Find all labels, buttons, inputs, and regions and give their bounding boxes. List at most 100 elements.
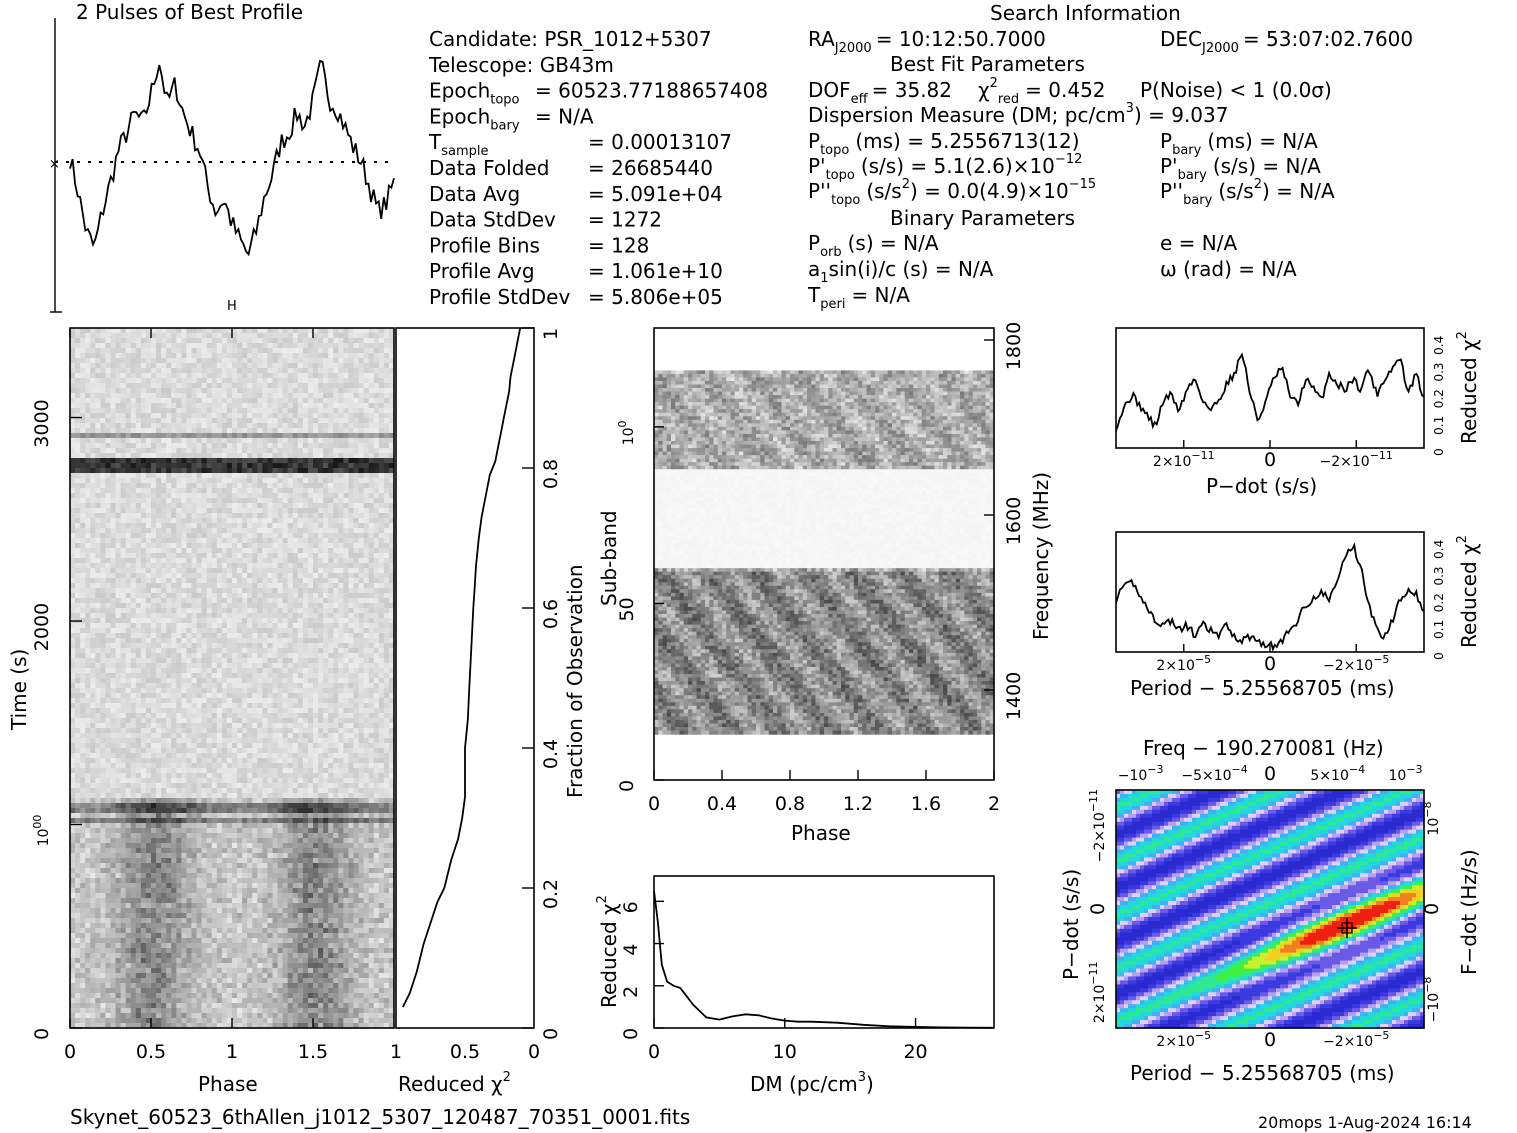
time-phase-cell xyxy=(283,498,289,504)
time-phase-cell xyxy=(293,338,299,344)
time-phase-cell xyxy=(242,693,248,699)
time-phase-cell xyxy=(364,443,370,449)
time-phase-cell xyxy=(222,343,228,349)
time-phase-cell xyxy=(303,448,309,454)
time-phase-cell xyxy=(384,708,390,714)
time-phase-cell xyxy=(273,573,279,579)
time-phase-cell xyxy=(283,408,289,414)
time-phase-cell xyxy=(217,663,223,669)
time-phase-cell xyxy=(166,438,172,444)
time-phase-cell xyxy=(80,328,86,334)
time-phase-cell xyxy=(171,353,177,359)
time-phase-cell xyxy=(242,573,248,579)
time-phase-cell xyxy=(192,673,198,679)
time-phase-cell xyxy=(161,473,167,479)
time-phase-cell xyxy=(176,488,182,494)
time-phase-cell xyxy=(95,523,101,529)
time-phase-cell xyxy=(364,588,370,594)
time-phase-cell xyxy=(338,523,344,529)
time-phase-cell xyxy=(95,708,101,714)
time-phase-cell xyxy=(186,623,192,629)
time-phase-cell xyxy=(222,473,228,479)
time-phase-cell xyxy=(176,528,182,534)
time-phase-cell xyxy=(313,588,319,594)
time-phase-cell xyxy=(197,453,203,459)
time-phase-cell xyxy=(227,383,233,389)
time-phase-cell xyxy=(212,463,218,469)
time-phase-cell xyxy=(364,663,370,669)
time-phase-cell xyxy=(166,418,172,424)
time-phase-cell xyxy=(369,463,375,469)
time-phase-cell xyxy=(95,423,101,429)
time-phase-cell xyxy=(197,533,203,539)
time-phase-cell xyxy=(354,538,360,544)
time-phase-cell xyxy=(348,353,354,359)
time-phase-cell xyxy=(318,443,324,449)
time-phase-cell xyxy=(298,558,304,564)
time-phase-cell xyxy=(267,638,273,644)
time-phase-cell xyxy=(85,513,91,519)
time-phase-cell xyxy=(90,623,96,629)
time-phase-cell xyxy=(379,608,385,614)
time-phase-cell xyxy=(354,468,360,474)
time-phase-cell xyxy=(298,353,304,359)
time-phase-cell xyxy=(369,343,375,349)
time-phase-cell xyxy=(116,453,122,459)
time-phase-cell xyxy=(379,513,385,519)
time-phase-cell xyxy=(298,618,304,624)
time-phase-cell xyxy=(181,473,187,479)
time-phase-cell xyxy=(318,358,324,364)
time-phase-cell xyxy=(207,488,213,494)
time-phase-cell xyxy=(252,593,258,599)
time-phase-cell xyxy=(156,588,162,594)
time-phase-cell xyxy=(161,688,167,694)
time-phase-cell xyxy=(166,448,172,454)
time-phase-cell xyxy=(262,478,268,484)
time-phase-cell xyxy=(217,548,223,554)
time-phase-cell xyxy=(141,478,147,484)
time-phase-cell xyxy=(348,693,354,699)
time-phase-cell xyxy=(186,353,192,359)
time-phase-cell xyxy=(267,458,273,464)
time-phase-cell xyxy=(222,563,228,569)
time-phase-cell xyxy=(242,683,248,689)
time-phase-cell xyxy=(298,393,304,399)
time-phase-cell xyxy=(308,338,314,344)
time-phase-cell xyxy=(202,573,208,579)
time-phase-cell xyxy=(90,628,96,634)
time-phase-cell xyxy=(212,368,218,374)
time-phase-cell xyxy=(156,428,162,434)
time-phase-cell xyxy=(95,653,101,659)
time-phase-cell xyxy=(247,463,253,469)
time-phase-cell xyxy=(146,338,152,344)
time-phase-cell xyxy=(70,623,76,629)
time-phase-cell xyxy=(354,608,360,614)
time-phase-cell xyxy=(364,608,370,614)
time-phase-cell xyxy=(136,518,142,524)
info-left-label: Data Avg xyxy=(429,182,520,206)
time-phase-cell xyxy=(278,608,284,614)
time-phase-cell xyxy=(298,423,304,429)
time-phase-cell xyxy=(313,493,319,499)
time-phase-cell xyxy=(278,598,284,604)
time-phase-cell xyxy=(273,348,279,354)
time-phase-cell xyxy=(374,358,380,364)
time-phase-cell xyxy=(192,633,198,639)
time-phase-cell xyxy=(136,608,142,614)
time-phase-cell xyxy=(227,533,233,539)
time-phase-cell xyxy=(384,328,390,334)
time-phase-cell xyxy=(232,508,238,514)
time-phase-cell xyxy=(202,398,208,404)
time-phase-cell xyxy=(293,343,299,349)
time-phase-cell xyxy=(181,438,187,444)
time-phase-cell xyxy=(192,433,198,439)
time-phase-cell xyxy=(318,378,324,384)
time-phase-cell xyxy=(293,358,299,364)
time-phase-cell xyxy=(354,363,360,369)
time-phase-cell xyxy=(323,678,329,684)
time-phase-cell xyxy=(374,638,380,644)
time-phase-cell xyxy=(313,488,319,494)
time-phase-cell xyxy=(298,463,304,469)
time-phase-cell xyxy=(222,488,228,494)
time-phase-cell xyxy=(176,398,182,404)
